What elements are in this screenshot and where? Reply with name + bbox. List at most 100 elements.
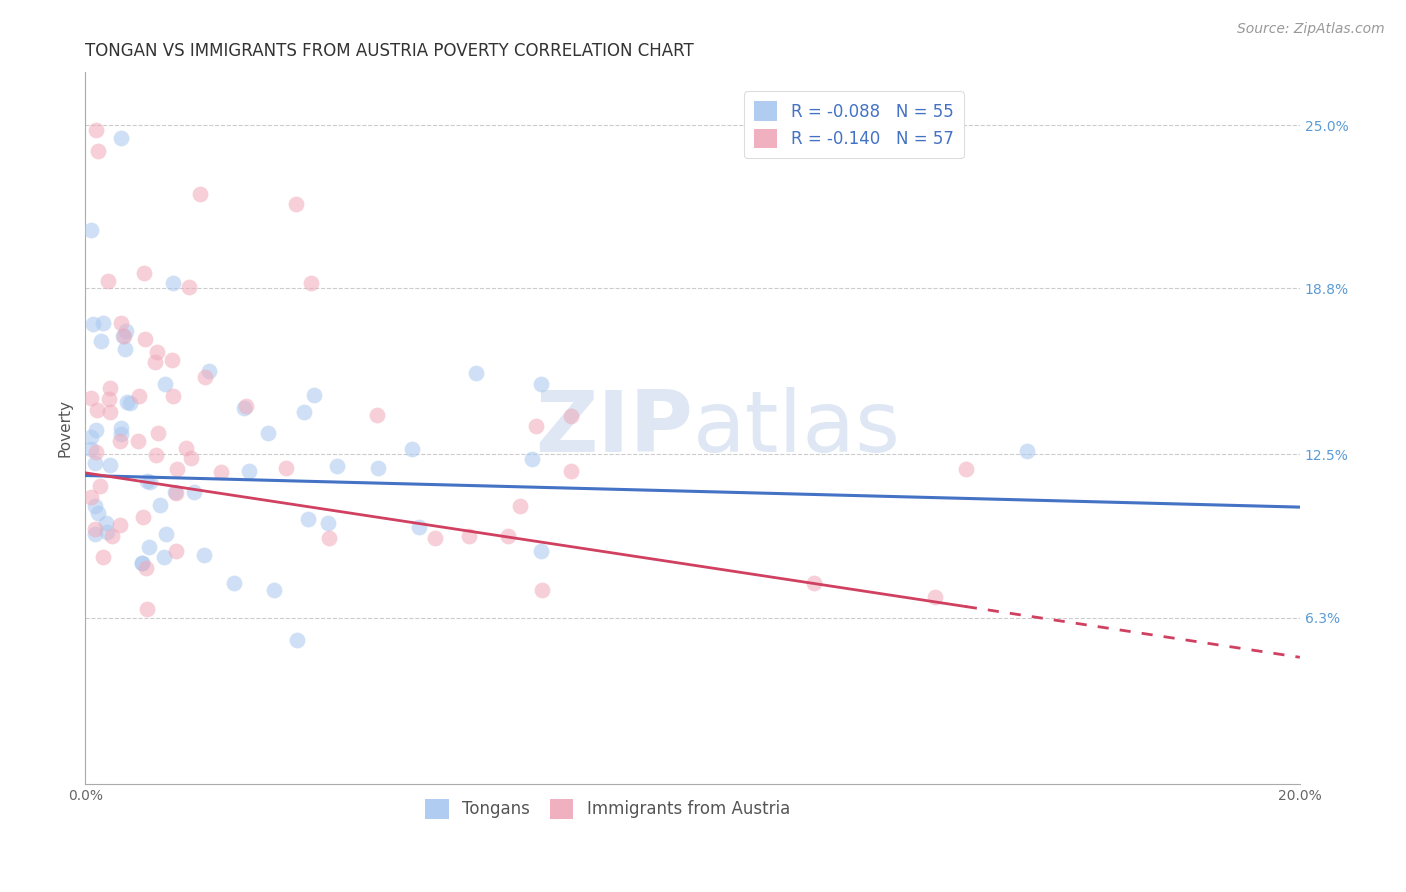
Point <box>299 276 322 290</box>
Point <box>233 401 256 415</box>
Point <box>366 408 388 422</box>
Point <box>80 442 103 457</box>
Point <box>165 484 187 499</box>
Point <box>457 528 479 542</box>
Point <box>174 441 197 455</box>
Point <box>115 325 138 339</box>
Point <box>162 276 184 290</box>
Point <box>97 274 120 288</box>
Point <box>136 475 159 489</box>
Point <box>152 549 174 564</box>
Point <box>166 544 188 558</box>
Point <box>522 451 544 466</box>
Point <box>80 430 103 444</box>
Point <box>153 377 176 392</box>
Point <box>803 575 825 590</box>
Point <box>89 479 111 493</box>
Point <box>96 516 118 531</box>
Point <box>145 344 167 359</box>
Point <box>83 522 105 536</box>
Point <box>274 461 297 475</box>
Point <box>297 512 319 526</box>
Point <box>98 381 121 395</box>
Point <box>530 376 553 391</box>
Point <box>165 485 187 500</box>
Point <box>84 123 107 137</box>
Point <box>526 419 548 434</box>
Text: Source: ZipAtlas.com: Source: ZipAtlas.com <box>1237 22 1385 37</box>
Point <box>98 405 121 419</box>
Point <box>193 548 215 562</box>
Point <box>108 434 131 448</box>
Point <box>84 526 107 541</box>
Point <box>222 576 245 591</box>
Point <box>132 266 155 280</box>
Point <box>80 391 103 405</box>
Point <box>110 421 132 435</box>
Point <box>955 461 977 475</box>
Point <box>560 464 582 478</box>
Point <box>166 462 188 476</box>
Point <box>408 520 430 534</box>
Point <box>114 342 136 356</box>
Point <box>136 602 159 616</box>
Point <box>183 484 205 499</box>
Point <box>149 498 172 512</box>
Point <box>110 426 132 441</box>
Point <box>120 396 142 410</box>
Point <box>82 318 104 332</box>
Point <box>162 389 184 403</box>
Point <box>316 516 339 530</box>
Point <box>84 499 107 513</box>
Point <box>90 334 112 348</box>
Point <box>87 507 110 521</box>
Point <box>84 445 107 459</box>
Point <box>194 370 217 384</box>
Point <box>110 131 132 145</box>
Text: ZIP: ZIP <box>534 386 693 469</box>
Point <box>256 425 278 440</box>
Point <box>83 457 105 471</box>
Point <box>127 434 149 449</box>
Point <box>128 389 150 403</box>
Text: atlas: atlas <box>693 386 901 469</box>
Point <box>211 465 233 479</box>
Point <box>367 460 389 475</box>
Point <box>91 549 114 564</box>
Point <box>177 279 200 293</box>
Point <box>302 388 325 402</box>
Point <box>112 328 135 343</box>
Point <box>284 197 307 211</box>
Point <box>197 364 219 378</box>
Point <box>80 223 103 237</box>
Point <box>100 458 122 472</box>
Legend: Tongans, Immigrants from Austria: Tongans, Immigrants from Austria <box>419 793 796 825</box>
Point <box>131 556 153 570</box>
Point <box>465 366 488 380</box>
Point <box>98 392 121 406</box>
Point <box>138 541 160 555</box>
Point <box>180 450 202 465</box>
Point <box>292 404 315 418</box>
Point <box>87 145 110 159</box>
Point <box>530 543 553 558</box>
Point <box>135 561 157 575</box>
Y-axis label: Poverty: Poverty <box>58 399 72 457</box>
Point <box>496 529 519 543</box>
Point <box>143 355 166 369</box>
Point <box>96 525 118 540</box>
Text: TONGAN VS IMMIGRANTS FROM AUSTRIA POVERTY CORRELATION CHART: TONGAN VS IMMIGRANTS FROM AUSTRIA POVERT… <box>86 42 695 60</box>
Point <box>86 402 108 417</box>
Point <box>1015 443 1038 458</box>
Point <box>139 475 162 489</box>
Point <box>235 400 257 414</box>
Point <box>423 531 446 545</box>
Point <box>560 409 582 424</box>
Point <box>117 395 139 409</box>
Point <box>238 463 260 477</box>
Point <box>401 442 423 456</box>
Point <box>132 510 155 524</box>
Point <box>285 633 308 648</box>
Point <box>318 531 340 545</box>
Point <box>162 352 184 367</box>
